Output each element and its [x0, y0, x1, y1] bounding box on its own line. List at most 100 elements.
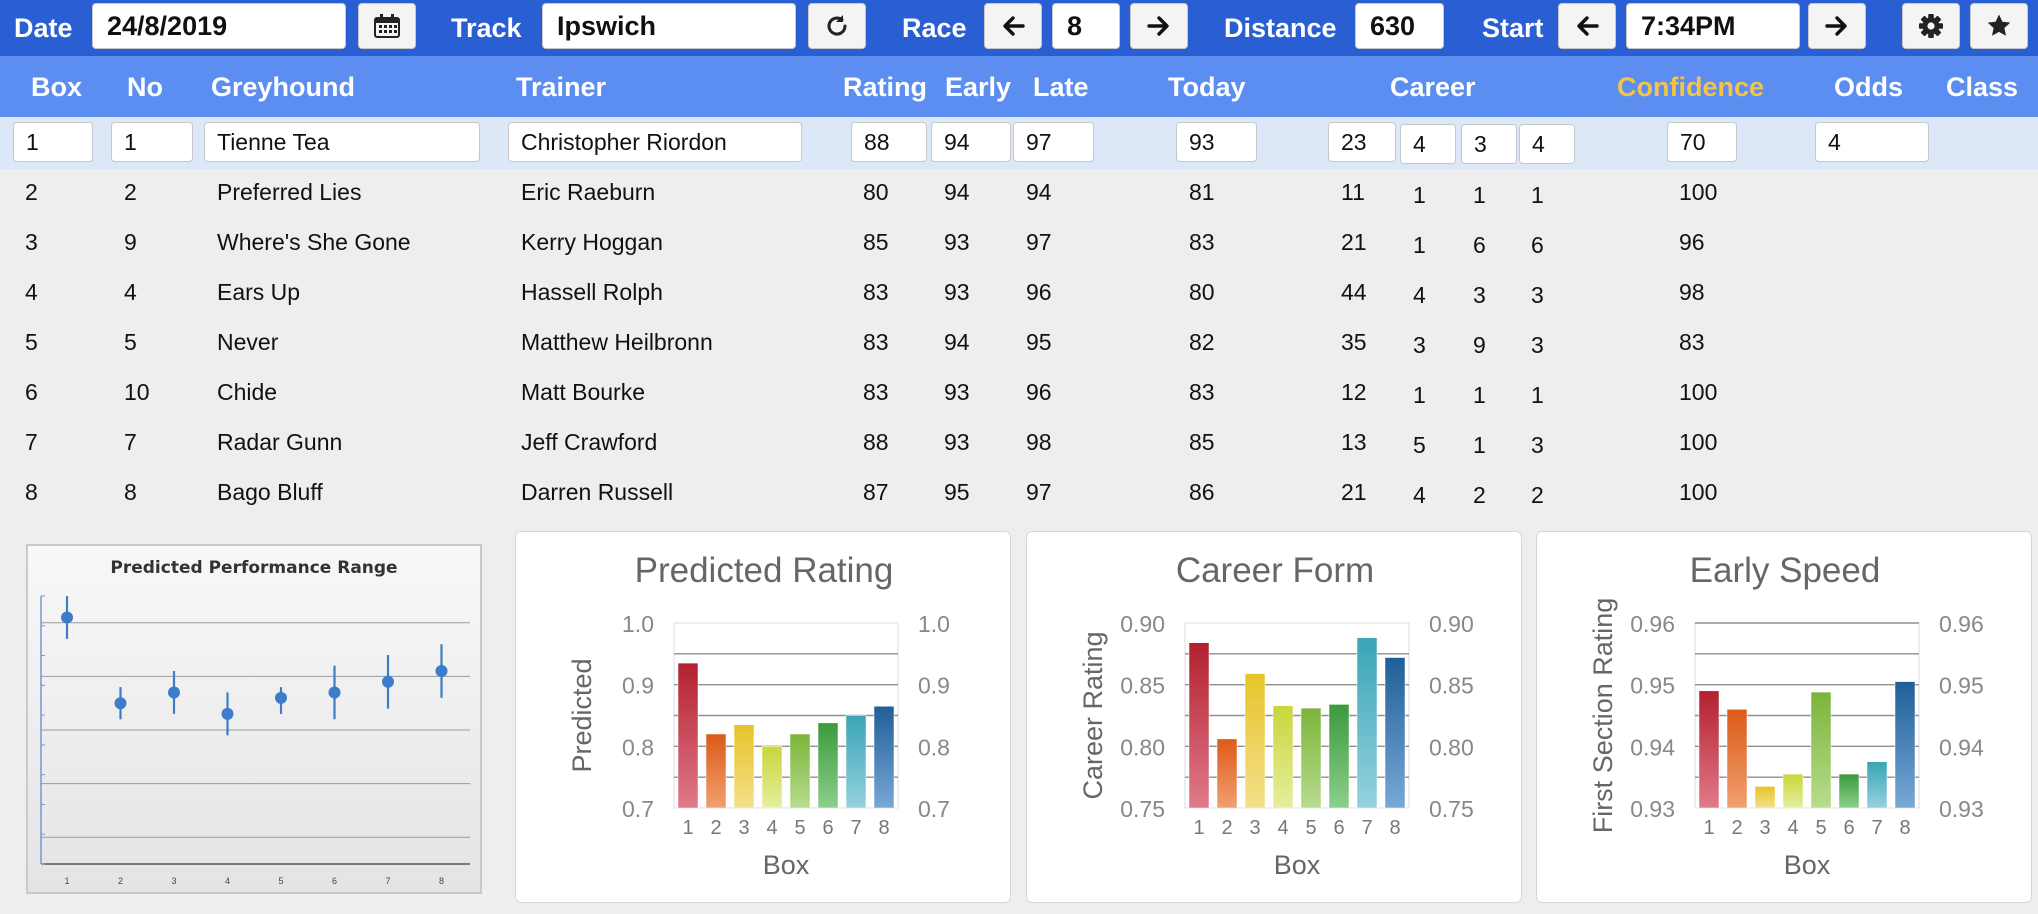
greyhound-name-cell: Ears Up: [217, 279, 301, 305]
x-tick-label: 4: [1277, 817, 1288, 839]
early-cell: 94: [944, 329, 970, 355]
header-early[interactable]: Early: [945, 72, 1012, 102]
number-cell: 4: [124, 279, 137, 305]
confidence-cell: 83: [1679, 329, 1705, 355]
career-stat-3-cell: 1: [1531, 182, 1544, 208]
career-stat-0-input[interactable]: 23: [1328, 122, 1396, 162]
trainer-name-input[interactable]: Christopher Riordon: [508, 122, 802, 162]
trainer-name-cell: Matt Bourke: [521, 379, 645, 405]
table-row[interactable]: [0, 272, 2038, 316]
x-tick-label: 2: [118, 876, 123, 886]
start-label: Start: [1482, 13, 1544, 43]
x-tick-label: 7: [850, 817, 861, 839]
career-stat-2-cell: 9: [1473, 332, 1486, 358]
arrow-left-icon: [1003, 16, 1025, 36]
career-stat-3-cell: 2: [1531, 482, 1544, 508]
y-tick-label: 0.9: [622, 673, 654, 699]
x-tick-label: 7: [1361, 817, 1372, 839]
confidence-cell: 100: [1679, 479, 1718, 505]
y-tick-label: 0.93: [1630, 796, 1675, 822]
today-cell: 85: [1189, 429, 1215, 455]
race-prev-button[interactable]: [984, 3, 1042, 49]
bar: [1188, 642, 1210, 809]
x-tick-label: 3: [1249, 817, 1260, 839]
rating-input[interactable]: 88: [851, 122, 927, 162]
header-odds[interactable]: Odds: [1834, 72, 1904, 102]
x-tick-label: 3: [738, 817, 749, 839]
race-next-button[interactable]: [1130, 3, 1188, 49]
refresh-button[interactable]: [808, 3, 866, 49]
settings-button[interactable]: [1902, 3, 1960, 49]
header-trainer[interactable]: Trainer: [516, 72, 607, 102]
bar: [1300, 707, 1322, 809]
distance-field[interactable]: 630: [1355, 3, 1444, 49]
header-rating[interactable]: Rating: [843, 72, 927, 102]
today-input[interactable]: 93: [1176, 122, 1257, 162]
start-prev-button[interactable]: [1558, 3, 1616, 49]
trainer-name-cell: Jeff Crawford: [521, 429, 658, 455]
header-box[interactable]: Box: [31, 72, 83, 102]
early-cell: 93: [944, 429, 970, 455]
x-axis-label: Box: [763, 850, 810, 880]
bar: [1754, 786, 1776, 809]
favorite-button[interactable]: [1970, 3, 2028, 49]
start-time-field[interactable]: 7:34PM: [1626, 3, 1800, 49]
bar: [677, 662, 699, 809]
arrow-right-icon: [1825, 16, 1847, 36]
header-confidence[interactable]: Confidence: [1617, 72, 1765, 102]
box-cell: 7: [25, 429, 38, 455]
rating-cell: 80: [863, 179, 889, 205]
start-next-button[interactable]: [1808, 3, 1866, 49]
race-field[interactable]: 8: [1052, 3, 1120, 49]
date-field[interactable]: 24/8/2019: [92, 3, 346, 49]
predicted-rating-chart: Predicted Rating Box Predicted 0.7 0.7 0.8 0.8…: [567, 551, 950, 880]
table-row[interactable]: [0, 372, 2038, 416]
box-cell: 3: [25, 229, 38, 255]
y-tick-label-right: 0.7: [918, 796, 950, 822]
career-stat-2-input[interactable]: 3: [1461, 124, 1517, 164]
header-greyhound[interactable]: Greyhound: [211, 72, 356, 102]
late-input[interactable]: 97: [1013, 122, 1094, 162]
greyhound-name-input[interactable]: Tienne Tea: [204, 122, 480, 162]
x-tick-label: 8: [878, 817, 889, 839]
x-axis-label: Box: [1784, 850, 1831, 880]
x-tick-label: 1: [1703, 817, 1714, 839]
career-stat-2-cell: 1: [1473, 182, 1486, 208]
header-class[interactable]: Class: [1946, 72, 2019, 102]
bar: [733, 724, 755, 809]
calendar-button[interactable]: [358, 3, 416, 49]
bar: [1244, 673, 1266, 809]
confidence-cell: 96: [1679, 229, 1705, 255]
header-career[interactable]: Career: [1390, 72, 1476, 102]
rating-cell: 83: [863, 279, 889, 305]
box-cell: 5: [25, 329, 38, 355]
header-today[interactable]: Today: [1168, 72, 1246, 102]
career-stat-1-cell: 4: [1413, 282, 1426, 308]
track-field[interactable]: Ipswich: [542, 3, 796, 49]
early-input[interactable]: 94: [931, 122, 1011, 162]
x-tick-label: 6: [822, 817, 833, 839]
career-stat-0-cell: 11: [1341, 179, 1365, 205]
late-cell: 97: [1026, 479, 1052, 505]
odds-input[interactable]: 4: [1815, 122, 1929, 162]
career-stat-0-cell: 44: [1341, 279, 1367, 305]
box-input[interactable]: 1: [13, 122, 93, 162]
career-stat-1-cell: 5: [1413, 432, 1426, 458]
table-row[interactable]: [0, 322, 2038, 366]
number-input[interactable]: 1: [111, 122, 193, 162]
confidence-input[interactable]: 70: [1667, 122, 1737, 162]
today-cell: 82: [1189, 329, 1215, 355]
header-late[interactable]: Late: [1033, 72, 1089, 102]
x-tick-label: 1: [682, 817, 693, 839]
greyhound-name-cell: Radar Gunn: [217, 429, 343, 455]
y-tick-label: 1.0: [622, 611, 654, 637]
chart-title: Predicted Performance Range: [110, 558, 398, 578]
career-stat-1-input[interactable]: 4: [1400, 124, 1456, 164]
header-no[interactable]: No: [127, 72, 163, 102]
today-cell: 86: [1189, 479, 1215, 505]
career-stat-2-cell: 1: [1473, 382, 1486, 408]
x-tick-label: 5: [278, 876, 283, 886]
x-tick-label: 8: [1389, 817, 1400, 839]
career-stat-1-cell: 4: [1413, 482, 1426, 508]
career-stat-3-input[interactable]: 4: [1519, 124, 1575, 164]
